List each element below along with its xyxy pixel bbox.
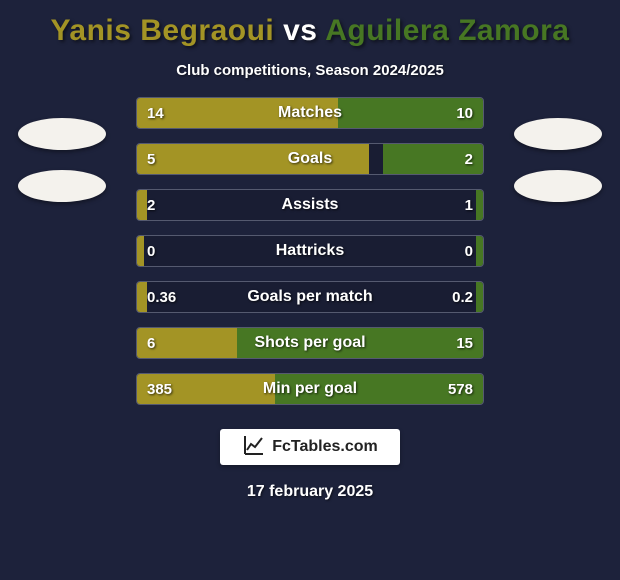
versus-label: vs (283, 14, 317, 47)
flag-column-right (514, 118, 602, 202)
stat-label: Goals per match (137, 282, 483, 312)
stat-value-right: 0 (455, 236, 483, 266)
stat-value-left: 0.36 (137, 282, 186, 312)
bar-fill-left (137, 144, 369, 174)
stat-label: Assists (137, 190, 483, 220)
stat-row: 385578Min per goal (136, 373, 484, 405)
stat-value-right: 10 (446, 98, 483, 128)
stat-label: Hattricks (137, 236, 483, 266)
stat-row: 0 0Hattricks (136, 235, 484, 267)
stats-bars: 1410Matches52Goals21Assists00Hattricks0.… (136, 97, 484, 405)
flag-left-1 (18, 170, 106, 202)
stat-value-right: 1 (455, 190, 483, 220)
flag-column-left (18, 118, 106, 202)
stat-value-left: 5 (137, 144, 165, 174)
stat-value-left: 0 (137, 236, 165, 266)
flag-left-0 (18, 118, 106, 150)
stat-value-right: 15 (446, 328, 483, 358)
stat-value-left: 2 (137, 190, 165, 220)
stat-row: 615Shots per goal (136, 327, 484, 359)
stat-value-right: 0.2 (442, 282, 483, 312)
footer-date: 17 february 2025 (0, 483, 620, 501)
stat-row: 52Goals (136, 143, 484, 175)
stat-value-right: 578 (438, 374, 483, 404)
stat-value-right: 2 (455, 144, 483, 174)
comparison-title: Yanis Begraoui vs Aguilera Zamora (0, 0, 620, 50)
stat-row: 0.36 0.2Goals per match (136, 281, 484, 313)
chart-icon (242, 433, 266, 462)
subtitle: Club competitions, Season 2024/2025 (0, 62, 620, 79)
branding-badge: FcTables.com (220, 429, 400, 465)
stat-value-left: 14 (137, 98, 174, 128)
player1-name: Yanis Begraoui (51, 14, 275, 47)
flag-right-1 (514, 170, 602, 202)
stat-value-left: 385 (137, 374, 182, 404)
stat-value-left: 6 (137, 328, 165, 358)
stat-row: 2 1Assists (136, 189, 484, 221)
branding-text: FcTables.com (272, 438, 378, 456)
flag-right-0 (514, 118, 602, 150)
player2-name: Aguilera Zamora (325, 14, 569, 47)
stat-row: 1410Matches (136, 97, 484, 129)
